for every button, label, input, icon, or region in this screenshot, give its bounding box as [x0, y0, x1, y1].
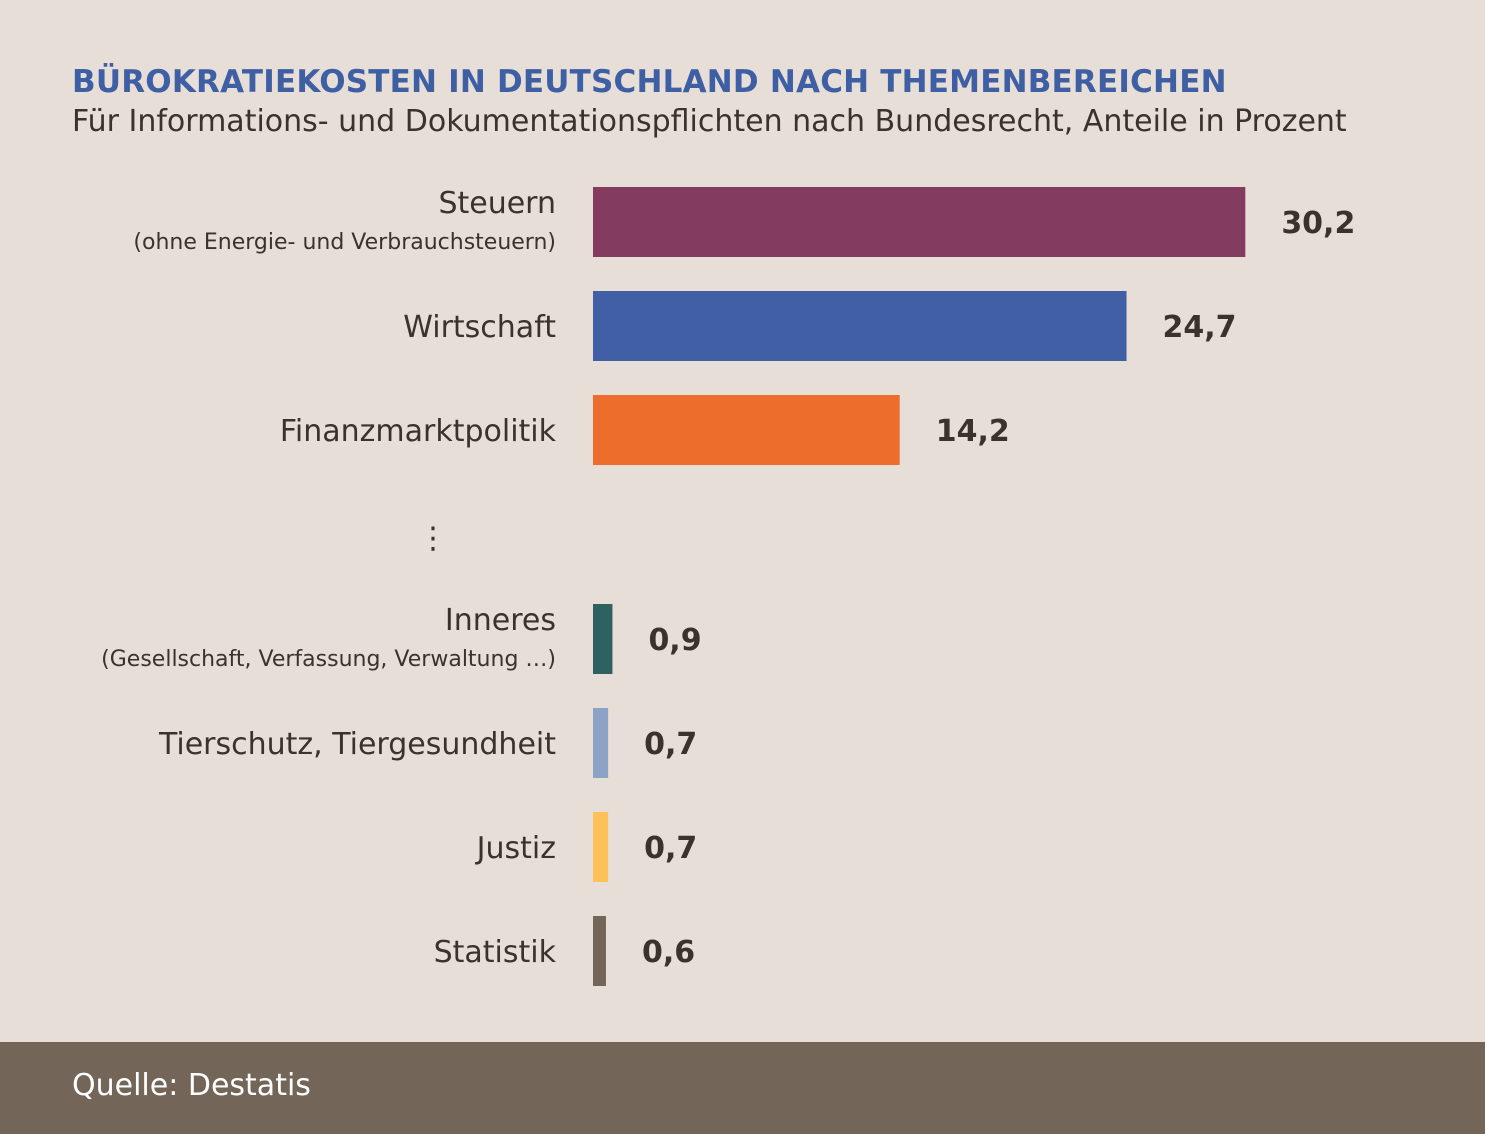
source-label: Quelle: Destatis — [72, 1068, 311, 1103]
bar-6 — [593, 916, 606, 986]
chart-title: BÜROKRATIEKOSTEN IN DEUTSCHLAND NACH THE… — [72, 64, 1227, 100]
bar-0 — [593, 187, 1246, 257]
category-note-3: (Gesellschaft, Verfassung, Verwaltung …) — [101, 647, 556, 672]
bar-5 — [593, 812, 609, 882]
category-label-4: Tierschutz, Tiergesundheit — [158, 727, 556, 762]
bar-chart: 30,2 Steuern (ohne Energie- und Verbrauchs… — [101, 186, 1355, 986]
chart-subtitle: Für Informations- und Dokumentationspfli… — [72, 104, 1347, 139]
value-label-1: 24,7 — [1163, 310, 1237, 345]
value-label-3: 0,9 — [648, 623, 701, 658]
bar-3 — [593, 604, 613, 674]
bar-2 — [593, 395, 900, 465]
gap-marker: ⋮ — [418, 521, 448, 556]
bar-1 — [593, 291, 1127, 361]
footer-bar: Quelle: Destatis — [0, 1042, 1485, 1134]
category-label-2: Finanzmarktpolitik — [280, 414, 557, 449]
value-label-0: 30,2 — [1281, 206, 1355, 241]
bar-4 — [593, 708, 609, 778]
category-label-1: Wirtschaft — [403, 310, 556, 345]
value-label-2: 14,2 — [936, 414, 1010, 449]
value-label-5: 0,7 — [644, 831, 697, 866]
category-label-6: Statistik — [434, 935, 557, 970]
category-label-0: Steuern — [438, 186, 556, 221]
category-label-5: Justiz — [475, 831, 556, 866]
value-label-6: 0,6 — [642, 935, 695, 970]
category-label-3: Inneres — [445, 603, 556, 638]
value-label-4: 0,7 — [644, 727, 697, 762]
category-note-0: (ohne Energie- und Verbrauchsteuern) — [133, 230, 556, 255]
